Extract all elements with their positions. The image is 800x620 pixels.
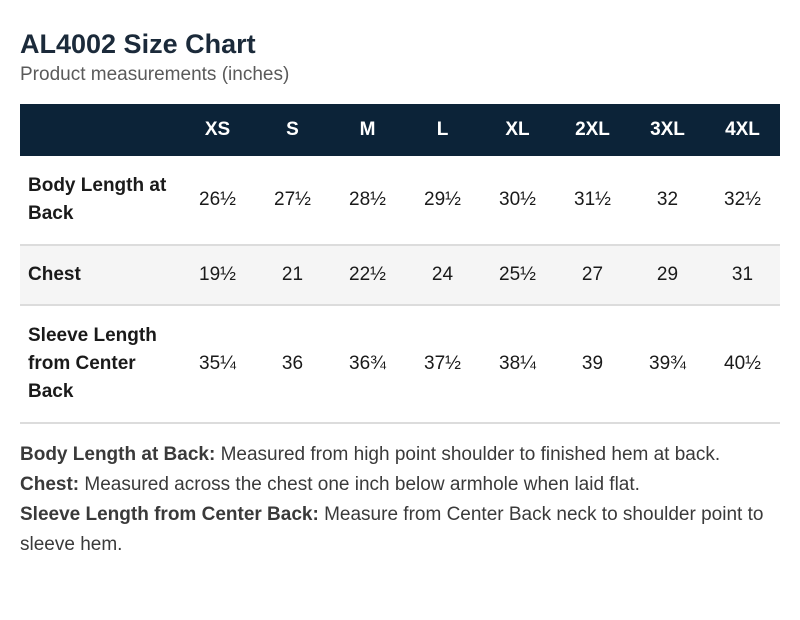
table-cell: 28½ bbox=[330, 156, 405, 246]
table-cell: 29 bbox=[630, 245, 705, 306]
page-title: AL4002 Size Chart bbox=[20, 29, 256, 59]
header-cell-xl: XL bbox=[505, 119, 530, 140]
table-row: Body Length at Back 26½ 27½ 28½ 29½ 30½ … bbox=[20, 156, 780, 246]
header-cell-l: L bbox=[436, 119, 449, 140]
note-term: Chest: bbox=[20, 474, 80, 495]
table-cell: 30½ bbox=[480, 156, 555, 246]
table-cell: 19½ bbox=[180, 245, 255, 306]
table-cell: 26½ bbox=[180, 156, 255, 246]
note-text: Measured from high point shoulder to fin… bbox=[215, 444, 721, 465]
note-term: Sleeve Length from Center Back: bbox=[20, 504, 319, 525]
row-label: Chest bbox=[20, 245, 180, 306]
table-cell: 37½ bbox=[405, 305, 480, 424]
row-label: Body Length at Back bbox=[20, 156, 180, 246]
measurement-notes: Body Length at Back: Measured from high … bbox=[20, 440, 780, 560]
table-cell: 39 bbox=[555, 305, 630, 424]
header-cell-s: S bbox=[286, 119, 299, 140]
header-cell-4xl: 4XL bbox=[725, 119, 760, 140]
table-cell: 22½ bbox=[330, 245, 405, 306]
table-cell: 31½ bbox=[555, 156, 630, 246]
table-cell: 36 bbox=[255, 305, 330, 424]
header-cell-2xl: 2XL bbox=[575, 119, 610, 140]
table-cell: 27 bbox=[555, 245, 630, 306]
header-cell-empty bbox=[20, 104, 180, 156]
table-cell: 25½ bbox=[480, 245, 555, 306]
table-row: Sleeve Length from Center Back 35¼ 36 36… bbox=[20, 305, 780, 424]
table-cell: 31 bbox=[705, 245, 780, 306]
table-header: XS S M L XL 2XL 3XL 4XL bbox=[20, 104, 780, 156]
row-label: Sleeve Length from Center Back bbox=[20, 305, 180, 424]
table-cell: 35¼ bbox=[180, 305, 255, 424]
note-text: Measured across the chest one inch below… bbox=[79, 474, 640, 495]
table-cell: 38¼ bbox=[480, 305, 555, 424]
header-cell-m: M bbox=[359, 119, 376, 140]
table-cell: 36¾ bbox=[330, 305, 405, 424]
table-cell: 32 bbox=[630, 156, 705, 246]
size-chart-table: XS S M L XL 2XL 3XL 4XL Body Length at B… bbox=[20, 104, 780, 424]
size-chart-container: AL4002 Size Chart Product measurements (… bbox=[20, 26, 780, 560]
header-row: XS S M L XL 2XL 3XL 4XL bbox=[20, 104, 780, 156]
page-subtitle: Product measurements (inches) bbox=[20, 64, 290, 85]
table-cell: 40½ bbox=[705, 305, 780, 424]
note-text: Measure from Center Back neck to shoulde… bbox=[20, 504, 764, 555]
note-body-length: Body Length at Back: Measured from high … bbox=[20, 440, 780, 470]
table-cell: 32½ bbox=[705, 156, 780, 246]
table-cell: 27½ bbox=[255, 156, 330, 246]
table-cell: 21 bbox=[255, 245, 330, 306]
note-term: Body Length at Back: bbox=[20, 444, 216, 465]
table-cell: 39¾ bbox=[630, 305, 705, 424]
table-cell: 24 bbox=[405, 245, 480, 306]
header-cell-3xl: 3XL bbox=[650, 119, 685, 140]
header-cell-xs: XS bbox=[204, 119, 231, 140]
table-row: Chest 19½ 21 22½ 24 25½ 27 29 31 bbox=[20, 245, 780, 306]
note-chest: Chest: Measured across the chest one inc… bbox=[20, 470, 780, 500]
table-cell: 29½ bbox=[405, 156, 480, 246]
note-sleeve-length: Sleeve Length from Center Back: Measure … bbox=[20, 500, 780, 560]
table-body: Body Length at Back 26½ 27½ 28½ 29½ 30½ … bbox=[20, 156, 780, 424]
